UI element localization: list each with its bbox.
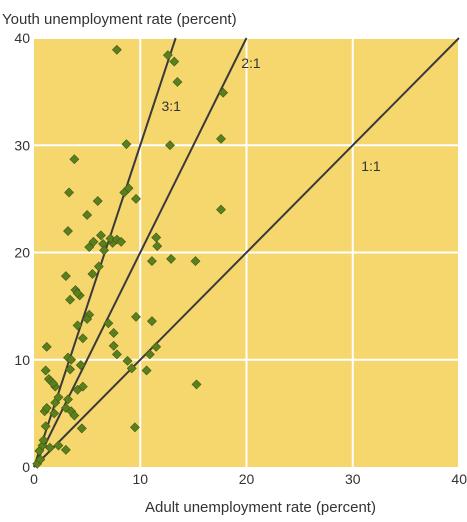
data-point (92, 196, 103, 206)
data-point (122, 355, 133, 366)
x-tick-label: 40 (451, 471, 467, 487)
data-point (162, 50, 173, 61)
data-point (123, 183, 134, 194)
data-point (131, 311, 141, 322)
data-point (77, 333, 88, 344)
data-point (111, 44, 122, 55)
data-point (152, 241, 163, 251)
data-point (72, 320, 83, 331)
reference-line-label: 1:1 (361, 158, 381, 174)
reference-line-label: 3:1 (162, 98, 182, 114)
data-point (165, 140, 175, 151)
data-point (53, 440, 64, 451)
data-point (99, 245, 110, 256)
data-point (88, 236, 99, 247)
data-point (108, 328, 119, 338)
data-point (48, 378, 59, 389)
data-point (84, 242, 95, 253)
data-point (218, 87, 229, 98)
data-point (144, 349, 155, 360)
data-point (66, 354, 77, 365)
reference-line-2-1 (33, 37, 248, 468)
data-point (151, 232, 162, 243)
data-point (75, 360, 86, 371)
data-point (147, 316, 157, 327)
data-point (63, 394, 73, 405)
data-point (40, 365, 51, 376)
data-point (130, 422, 140, 433)
data-point (72, 288, 83, 299)
y-tick-label: 30 (14, 137, 30, 153)
data-point (169, 56, 180, 67)
x-tick-label: 10 (132, 471, 148, 487)
y-axis-title: Youth unemployment rate (percent) (2, 11, 237, 28)
data-point (147, 256, 157, 267)
data-point (41, 341, 52, 352)
data-point (93, 261, 104, 272)
data-point (87, 269, 98, 279)
data-point (38, 435, 49, 446)
reference-line-label: 2:1 (241, 55, 261, 71)
y-tick-label: 20 (14, 245, 30, 261)
x-tick-label: 30 (345, 471, 361, 487)
data-point (191, 379, 202, 390)
data-point (82, 314, 93, 324)
data-point (60, 271, 71, 282)
data-point (121, 139, 132, 150)
data-point (216, 133, 226, 144)
data-point (60, 444, 71, 455)
data-point (166, 254, 176, 264)
data-point (49, 408, 60, 419)
tick-labels: 0 10 20 30 40 0 10 20 30 40 (14, 30, 467, 487)
data-point (53, 392, 64, 403)
y-tick-label: 0 (22, 459, 30, 475)
data-point (77, 381, 88, 392)
reference-line-1-1 (33, 37, 460, 468)
data-point (35, 454, 46, 465)
data-point (63, 226, 73, 236)
data-point (126, 363, 137, 374)
x-tick-label: 20 (239, 471, 255, 487)
data-point (172, 77, 183, 87)
data-point (65, 294, 76, 305)
data-point (116, 236, 127, 247)
x-axis-title: Adult unemployment rate (percent) (145, 499, 376, 516)
data-point (96, 230, 106, 241)
data-point (69, 154, 80, 165)
data-point (151, 341, 162, 352)
data-point (41, 403, 52, 413)
data-point (131, 193, 141, 204)
data-point (141, 365, 152, 376)
data-point (69, 410, 80, 421)
data-point (45, 442, 55, 453)
data-point (40, 421, 51, 432)
y-tick-label: 40 (14, 30, 30, 46)
data-point (111, 349, 122, 360)
data-point (64, 187, 74, 198)
data-point (108, 340, 119, 351)
data-points (32, 44, 229, 469)
data-point (82, 210, 93, 220)
data-point (216, 204, 226, 215)
data-point (190, 256, 201, 267)
data-point (76, 423, 87, 434)
data-point (65, 364, 76, 375)
data-point (105, 233, 116, 244)
data-point (103, 318, 114, 329)
y-tick-label: 10 (14, 352, 30, 368)
x-tick-label: 0 (30, 471, 38, 487)
